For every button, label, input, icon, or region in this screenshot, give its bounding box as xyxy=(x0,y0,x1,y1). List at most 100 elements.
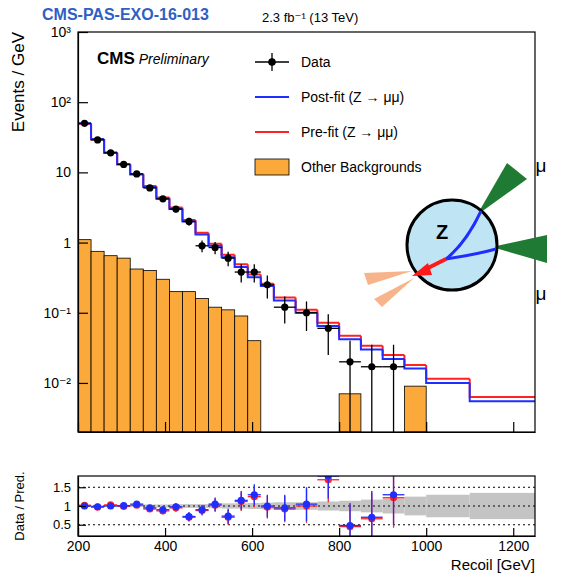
legend-label: Data xyxy=(301,54,331,70)
x-axis xyxy=(79,422,536,433)
data-point xyxy=(120,503,127,510)
data-point xyxy=(225,255,232,262)
bar xyxy=(222,310,235,432)
tick-label: 1.5 xyxy=(53,480,71,495)
step-segment xyxy=(235,255,248,265)
tick-label: 10² xyxy=(51,94,72,110)
data-point xyxy=(146,504,153,511)
tick xyxy=(252,422,253,432)
bar xyxy=(117,258,130,432)
tick-mark xyxy=(78,528,79,536)
tick-mark xyxy=(78,102,88,103)
tick: 1200 xyxy=(498,528,529,554)
diagram-label: μ xyxy=(536,283,547,304)
data-point xyxy=(198,507,205,514)
bar xyxy=(235,316,248,432)
data-point xyxy=(172,503,179,510)
tick-label: 10³ xyxy=(51,24,72,40)
data-point xyxy=(238,268,245,275)
step-segment xyxy=(339,326,361,339)
step-segment xyxy=(274,284,296,298)
step-segment xyxy=(470,379,535,397)
legend-item: Data xyxy=(255,53,331,71)
data-point xyxy=(107,502,114,509)
data-point xyxy=(225,513,232,520)
tick-mark xyxy=(78,172,88,173)
recoil-arrow-head xyxy=(412,263,432,276)
muon-cone xyxy=(477,163,527,215)
data-point xyxy=(133,170,140,177)
data-point xyxy=(94,503,101,510)
step-segment xyxy=(196,221,209,234)
tick xyxy=(78,422,79,432)
data-point xyxy=(107,149,114,156)
tick-mark xyxy=(252,528,253,536)
muon-track xyxy=(446,211,481,259)
bar xyxy=(78,240,91,432)
y-axis: 0.5 1 1.5 xyxy=(53,477,86,537)
data-point xyxy=(264,281,271,288)
step-segment xyxy=(404,355,426,365)
data-point xyxy=(281,504,288,511)
chart: 10⁻²10⁻¹11010²10³CMS-PAS-EXO-16-0132.3 f… xyxy=(0,0,561,578)
legend: Data Post-fit (Z → μμ) Pre-fit (Z → μμ) Oth… xyxy=(255,53,422,175)
tick xyxy=(513,422,514,432)
data-point xyxy=(251,491,258,498)
axis-line xyxy=(79,536,536,537)
tick-mark xyxy=(78,422,79,432)
legend-swatch xyxy=(255,159,289,175)
tick: 10³ xyxy=(51,24,88,40)
tick-mark xyxy=(78,313,88,314)
plot-frame xyxy=(78,476,535,536)
legend-item: Post-fit (Z → μμ) xyxy=(255,89,404,105)
error-bar xyxy=(349,503,350,536)
tick-mark xyxy=(252,422,253,432)
legend-item: Other Backgrounds xyxy=(255,159,422,175)
tick-mark xyxy=(78,383,88,384)
error-bar xyxy=(393,345,394,432)
data-point xyxy=(185,514,192,521)
axis-line xyxy=(79,432,536,433)
data-point xyxy=(146,184,153,191)
data-point xyxy=(264,502,271,509)
tick-mark xyxy=(339,422,340,432)
diagram-label: Z xyxy=(436,221,448,243)
tick: 0.5 xyxy=(53,517,86,532)
uncertainty-band xyxy=(261,503,274,510)
tick: 200 xyxy=(67,528,91,554)
data-point xyxy=(325,325,332,332)
data-point xyxy=(120,502,127,509)
diagram-label: μ xyxy=(536,155,547,176)
legend-item: Pre-fit (Z → μμ) xyxy=(255,124,398,140)
tick: 1 xyxy=(64,499,86,514)
data-point xyxy=(172,205,179,212)
error-bar xyxy=(371,491,372,536)
data-point xyxy=(251,268,258,275)
data-point xyxy=(133,501,140,508)
plot-area xyxy=(78,476,535,536)
bar xyxy=(182,292,195,432)
bar xyxy=(156,279,169,432)
data-point xyxy=(346,358,353,365)
tick-mark xyxy=(78,525,86,526)
tick: 1.5 xyxy=(53,480,86,495)
legend-label: Post-fit (Z → μμ) xyxy=(301,89,404,105)
data-point xyxy=(185,218,192,225)
tick-label: 1 xyxy=(63,235,71,251)
tick: 10⁻² xyxy=(43,375,88,391)
legend-swatch xyxy=(255,96,289,98)
data-point xyxy=(390,491,397,498)
tick-mark xyxy=(513,528,514,536)
step-segment xyxy=(426,369,470,383)
bar xyxy=(104,256,117,432)
data-point xyxy=(159,195,166,202)
tick-mark xyxy=(165,528,166,536)
data-point xyxy=(303,501,310,508)
tick: 10⁻¹ xyxy=(43,305,88,321)
data-point xyxy=(281,304,288,311)
tick-label: 600 xyxy=(241,538,265,554)
step-segment xyxy=(143,174,156,186)
event-diagram: Zμ μ xyxy=(364,155,547,307)
data-point xyxy=(368,514,375,521)
bar xyxy=(209,307,222,432)
